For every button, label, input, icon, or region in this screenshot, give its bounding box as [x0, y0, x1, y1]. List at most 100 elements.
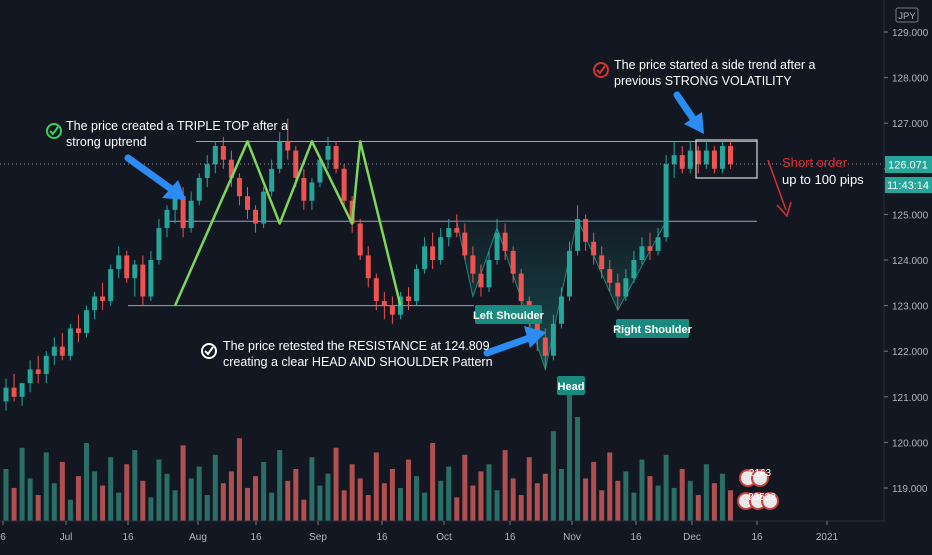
candle-body — [663, 164, 669, 238]
volume-bar — [711, 483, 717, 521]
volume-bar — [204, 495, 210, 521]
candle-body — [269, 168, 275, 192]
volume-bar — [719, 473, 725, 521]
volume-bar — [446, 466, 452, 521]
volume-bar — [655, 485, 661, 521]
y-tick-label: 122.000 — [892, 347, 929, 358]
candle-body — [414, 269, 420, 302]
candle-body — [108, 269, 114, 302]
volume-bar — [607, 452, 613, 521]
event-bubbles[interactable]: 2163 23532 — [737, 468, 779, 510]
volume-bar — [277, 450, 283, 521]
currency-badge[interactable]: JPY — [895, 7, 919, 23]
candle-body — [639, 246, 645, 260]
candle-body — [140, 264, 146, 297]
candle-body — [679, 155, 685, 169]
candle-body — [623, 278, 629, 297]
y-tick-label: 125.000 — [892, 210, 929, 221]
volume-bar — [116, 492, 122, 521]
volume-bar — [526, 457, 532, 521]
volume-bar — [180, 445, 186, 521]
right-shoulder-label: Right Shoulder — [613, 319, 693, 338]
volume-bar — [518, 495, 524, 521]
side-trend-line-2: previous STRONG VOLATILITY — [614, 74, 792, 88]
volume-bar — [100, 485, 106, 521]
volume-bar — [124, 464, 130, 521]
candle-body — [478, 273, 484, 288]
candle-body — [301, 177, 307, 201]
head-label: Head — [557, 376, 585, 395]
candle-body — [446, 228, 452, 238]
volume-bar — [309, 457, 315, 521]
volume-bar — [357, 478, 363, 521]
candle-body — [357, 223, 363, 256]
volume-bar — [397, 487, 403, 521]
candle-body — [719, 146, 725, 169]
candle-body — [583, 218, 589, 242]
candle-body — [172, 196, 178, 210]
volume-bar — [253, 476, 259, 521]
volume-bar — [84, 443, 89, 521]
volume-bar — [333, 447, 339, 521]
volume-bar — [494, 490, 500, 521]
y-tick-label: 123.000 — [892, 302, 929, 313]
svg-text:Right Shoulder: Right Shoulder — [613, 324, 693, 336]
volume-bar — [35, 495, 41, 521]
candle-body — [422, 246, 428, 270]
triple-top-line — [173, 140, 402, 307]
candle-body — [124, 255, 130, 279]
resistance-line-2: creating a clear HEAD AND SHOULDER Patte… — [223, 355, 493, 369]
volume-bar — [728, 490, 733, 521]
volume-bar — [3, 469, 9, 521]
candle-body — [43, 355, 49, 374]
pips-text: up to 100 pips — [782, 172, 864, 187]
candle-body — [19, 383, 25, 397]
time-axis[interactable]: 6 Jul 16 Aug 16 Sep 16 Oct 16 Nov 16 Dec 16 2021 — [0, 521, 839, 543]
triple-top-arrow — [124, 154, 186, 200]
x-tick-label: Sep — [309, 532, 327, 543]
volume-bar — [59, 461, 65, 521]
candle-body — [703, 150, 709, 165]
volume-bar — [502, 450, 508, 521]
volume-bar — [43, 452, 49, 521]
candle-body — [647, 246, 653, 251]
candle-body — [494, 232, 500, 260]
volume-bar — [317, 485, 323, 521]
candle-body — [132, 264, 138, 279]
x-tick-label: 16 — [504, 532, 516, 543]
volume-bar — [164, 473, 170, 521]
candle-body — [462, 232, 468, 256]
candle-body — [236, 177, 242, 197]
volume-bar — [663, 454, 669, 521]
side-trend-arrow — [673, 91, 704, 134]
volume-bar — [534, 483, 540, 521]
candles — [3, 118, 733, 411]
volume-bar — [196, 466, 202, 521]
side-trend-box[interactable] — [695, 139, 758, 179]
candle-body — [196, 177, 202, 201]
candle-body — [100, 296, 106, 302]
candle-body — [67, 328, 73, 356]
bubble-count-1: 2163 — [749, 468, 772, 479]
x-tick-label: Oct — [436, 532, 452, 543]
left-shoulder-label: Left Shoulder — [473, 305, 545, 324]
candle-body — [116, 255, 122, 270]
x-tick-label: Nov — [563, 532, 581, 543]
volume-bar — [148, 497, 154, 521]
candle-body — [3, 387, 9, 402]
volume-bar — [285, 480, 291, 521]
candle-body — [591, 241, 597, 256]
x-tick-label: Aug — [189, 532, 207, 543]
y-tick-label: 124.000 — [892, 256, 929, 267]
resistance-arrow — [483, 326, 546, 357]
volume-bar — [27, 478, 33, 521]
volume-bars — [3, 391, 733, 521]
candle-body — [212, 146, 218, 165]
candle-body — [615, 282, 621, 297]
candle-body — [27, 369, 33, 384]
volume-bar — [212, 454, 218, 521]
candle-body — [333, 146, 339, 169]
volume-bar — [293, 469, 299, 521]
